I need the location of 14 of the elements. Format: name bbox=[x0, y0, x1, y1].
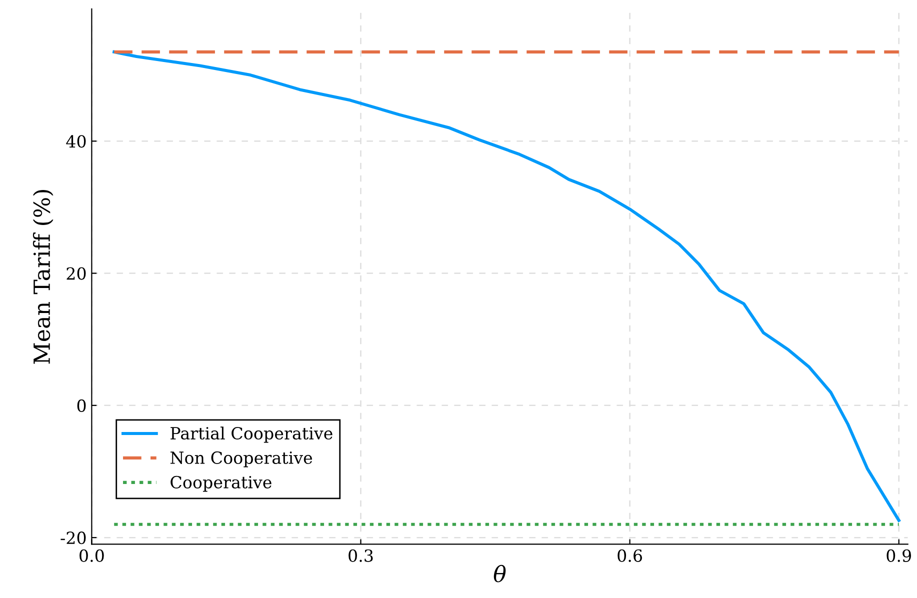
y-tick-label: 40 bbox=[66, 135, 86, 148]
legend-label: Non Cooperative bbox=[170, 451, 312, 468]
x-tick-label: 0.0 bbox=[80, 549, 104, 562]
x-tick-label: 0.6 bbox=[618, 549, 642, 562]
x-tick-label: 0.9 bbox=[886, 549, 911, 562]
x-axis-title: θ bbox=[494, 564, 506, 582]
y-tick-label: 20 bbox=[66, 267, 86, 280]
y-tick-label: 0 bbox=[77, 399, 86, 412]
x-tick-label: 0.3 bbox=[348, 549, 373, 562]
y-axis-title: Mean Tariff (%) bbox=[32, 190, 54, 364]
line-series bbox=[112, 50, 900, 522]
legend-label: Cooperative bbox=[170, 476, 272, 492]
y-tick-label: -20 bbox=[60, 532, 86, 544]
legend-label: Partial Cooperative bbox=[170, 426, 332, 443]
